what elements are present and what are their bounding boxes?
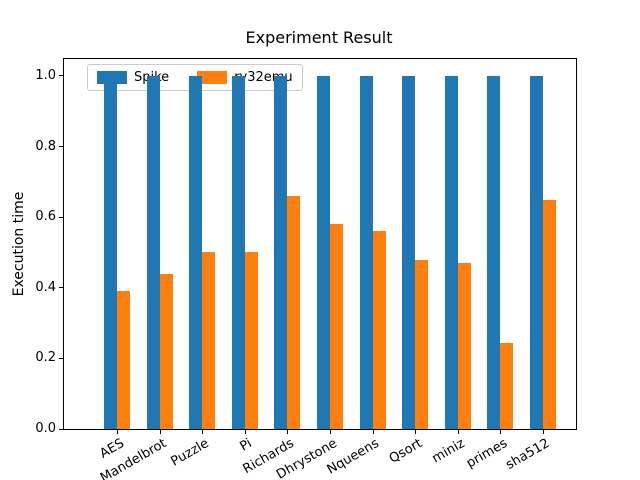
bar-rv32emu-sha512 [543, 199, 556, 429]
bar-spike-nqueens [359, 75, 373, 429]
bar-rv32emu-mandelbrot [159, 273, 173, 429]
x-tick-mark [117, 429, 118, 434]
bar-rv32emu-miniz [457, 263, 471, 429]
bar-spike-mandelbrot [146, 75, 160, 429]
bar-spike-qsort [402, 75, 416, 429]
x-tick-label-miniz: miniz [429, 436, 468, 467]
x-tick-label-puzzle: Puzzle [168, 436, 212, 470]
x-tick-mark [287, 429, 289, 434]
x-tick-label-primes: primes [463, 436, 510, 472]
bar-spike-miniz [444, 75, 458, 429]
x-tick-mark [543, 429, 544, 434]
bar-spike-sha512 [530, 75, 543, 429]
bar-spike-dhrystone [317, 75, 330, 429]
x-tick-mark [500, 429, 502, 434]
y-tick-mark [59, 287, 64, 289]
bar-spike-richards [274, 75, 288, 429]
x-tick-mark [202, 429, 204, 434]
legend-swatch-icon [197, 71, 228, 84]
y-tick-label: 0.4 [35, 279, 56, 295]
y-tick-mark [59, 75, 64, 77]
x-tick-label-pi: Pi [237, 436, 255, 455]
y-tick-label: 0.0 [35, 421, 56, 436]
bar-rv32emu-primes [500, 342, 514, 429]
bar-spike-puzzle [189, 75, 203, 429]
bar-rv32emu-aes [117, 291, 130, 429]
x-tick-mark [457, 429, 459, 434]
bar-rv32emu-qsort [415, 259, 429, 429]
bar-rv32emu-nqueens [372, 231, 386, 429]
bar-spike-primes [487, 75, 501, 429]
y-tick-mark [59, 428, 64, 430]
y-tick-label: 0.2 [35, 350, 56, 366]
y-tick-mark [59, 146, 64, 148]
bar-rv32emu-puzzle [202, 252, 216, 429]
bar-rv32emu-pi [244, 252, 258, 429]
bar-rv32emu-dhrystone [330, 224, 343, 429]
bar-rv32emu-richards [287, 196, 301, 429]
x-tick-label-sha512: sha512 [503, 436, 553, 473]
bar-spike-pi [231, 75, 245, 429]
x-tick-mark [372, 429, 374, 434]
x-tick-mark [159, 429, 161, 434]
y-tick-label: 0.6 [35, 209, 56, 225]
x-tick-label-qsort: Qsort [386, 436, 425, 467]
x-tick-mark [330, 429, 331, 434]
y-tick-mark [59, 216, 64, 218]
bar-spike-aes [104, 75, 117, 429]
x-tick-mark [244, 429, 246, 434]
plot-area: Spikerv32emu 0.00.20.40.60.81.0AESMandel… [35, 58, 577, 480]
chart-title: Experiment Result [245, 28, 393, 47]
y-tick-mark [59, 357, 64, 359]
x-tick-mark [415, 429, 417, 434]
y-tick-label: 0.8 [35, 138, 56, 154]
y-tick-label: 1.0 [35, 67, 56, 83]
